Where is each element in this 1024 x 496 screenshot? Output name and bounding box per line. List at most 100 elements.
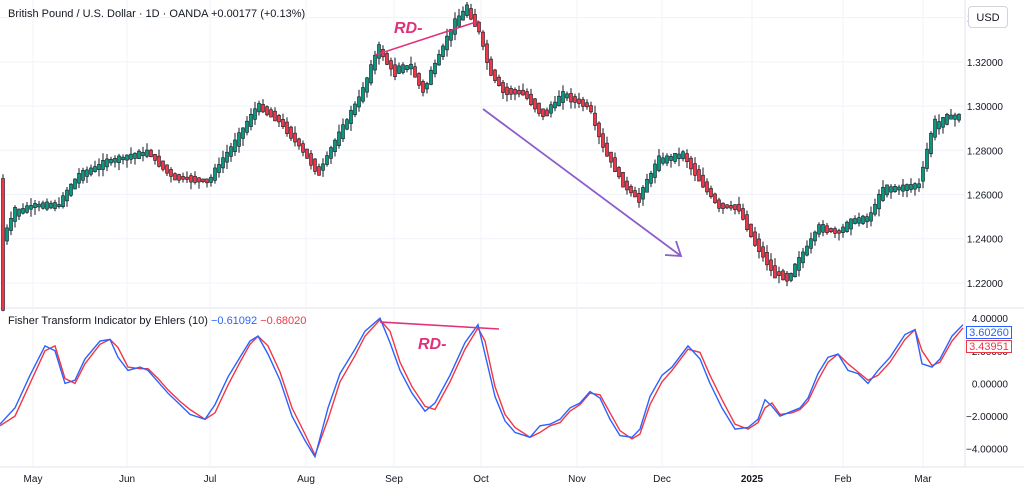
candle-up [877, 193, 881, 210]
candle-down [573, 96, 577, 103]
candle-down [717, 199, 721, 209]
candle-down [293, 132, 297, 143]
trend-arrow-line [482, 108, 682, 257]
candle-up [437, 54, 441, 66]
candle-up [457, 15, 461, 27]
candle-up [893, 185, 897, 192]
candle-up [245, 120, 249, 133]
candle-down [473, 14, 477, 27]
candle-up [797, 257, 801, 271]
candle-up [817, 224, 821, 235]
candle-down [197, 177, 201, 183]
candle-down [521, 89, 525, 96]
currency-button[interactable]: USD [968, 6, 1008, 28]
candle-up [85, 169, 89, 177]
candle-down [713, 193, 717, 204]
candle-down [777, 271, 781, 276]
trigger-line [0, 318, 964, 458]
candle-down [189, 175, 193, 183]
candle-up [33, 203, 37, 208]
candle-down [741, 208, 745, 220]
candle-up [17, 208, 21, 217]
candle-up [641, 187, 645, 200]
candle-down [297, 138, 301, 147]
candle-up [649, 172, 653, 184]
candle-up [441, 45, 445, 57]
candle-up [665, 155, 669, 164]
candle-down [201, 178, 205, 183]
candles [1, 1, 961, 312]
candle-up [257, 103, 261, 113]
candle-up [673, 153, 677, 162]
candle-up [57, 204, 61, 207]
candle-down [577, 98, 581, 104]
candle-up [365, 77, 369, 93]
price-axis-tick-label: 1.32000 [967, 58, 1004, 69]
candle-down [545, 109, 549, 117]
candle-up [69, 183, 73, 196]
candle-down [605, 142, 609, 157]
price-axis-tick-label: 1.30000 [967, 102, 1004, 113]
candle-up [349, 109, 353, 124]
candle-down [749, 223, 753, 238]
candle-up [873, 203, 877, 215]
candle-down [837, 230, 841, 234]
candle-down [485, 43, 489, 63]
candle-down [277, 115, 281, 123]
candle-up [253, 108, 257, 120]
candle-down [745, 214, 749, 231]
trend-arrow-head [664, 240, 683, 257]
candle-down [589, 105, 593, 113]
candle-down [697, 169, 701, 182]
candle-down [609, 151, 613, 163]
candle-up [401, 64, 405, 73]
candle-down [421, 81, 425, 93]
candle-down [625, 180, 629, 191]
candle-up [125, 154, 129, 161]
candle-up [845, 221, 849, 232]
candle-down [709, 188, 713, 198]
candle-down [185, 176, 189, 180]
candle-up [137, 150, 141, 160]
candle-up [813, 231, 817, 242]
candle-down [177, 174, 181, 181]
candle-down [769, 259, 773, 271]
fisher-value-tag: 3.60260 [966, 326, 1012, 339]
candle-down [629, 186, 633, 194]
candle-up [681, 151, 685, 160]
candle-down [529, 93, 533, 106]
candle-down [317, 166, 321, 176]
candle-up [25, 205, 29, 213]
candle-up [849, 218, 853, 230]
candle-up [801, 251, 805, 264]
candle-up [145, 149, 149, 157]
candle-down [1, 178, 5, 311]
candle-up [9, 217, 13, 231]
candle-up [369, 64, 373, 84]
candle-up [341, 124, 345, 140]
candle-down [161, 160, 165, 170]
candle-down [785, 272, 789, 282]
indicator-axis-tick-label: 4.00000 [972, 314, 1009, 325]
time-axis-tick-label: Aug [297, 474, 315, 485]
candle-up [861, 215, 865, 224]
candle-up [661, 157, 665, 164]
candle-down [829, 228, 833, 233]
candle-down [825, 225, 829, 233]
candle-up [45, 201, 49, 210]
candle-up [809, 238, 813, 249]
candle-down [693, 163, 697, 176]
candle-up [129, 153, 133, 160]
candle-up [941, 117, 945, 128]
candle-down [533, 98, 537, 110]
candle-down [477, 21, 481, 33]
time-axis-tick-label: Sep [385, 474, 403, 485]
candle-down [497, 76, 501, 86]
candle-down [737, 203, 741, 212]
candle-up [889, 186, 893, 193]
candle-up [65, 189, 69, 202]
candle-up [61, 195, 65, 208]
candle-up [225, 151, 229, 163]
